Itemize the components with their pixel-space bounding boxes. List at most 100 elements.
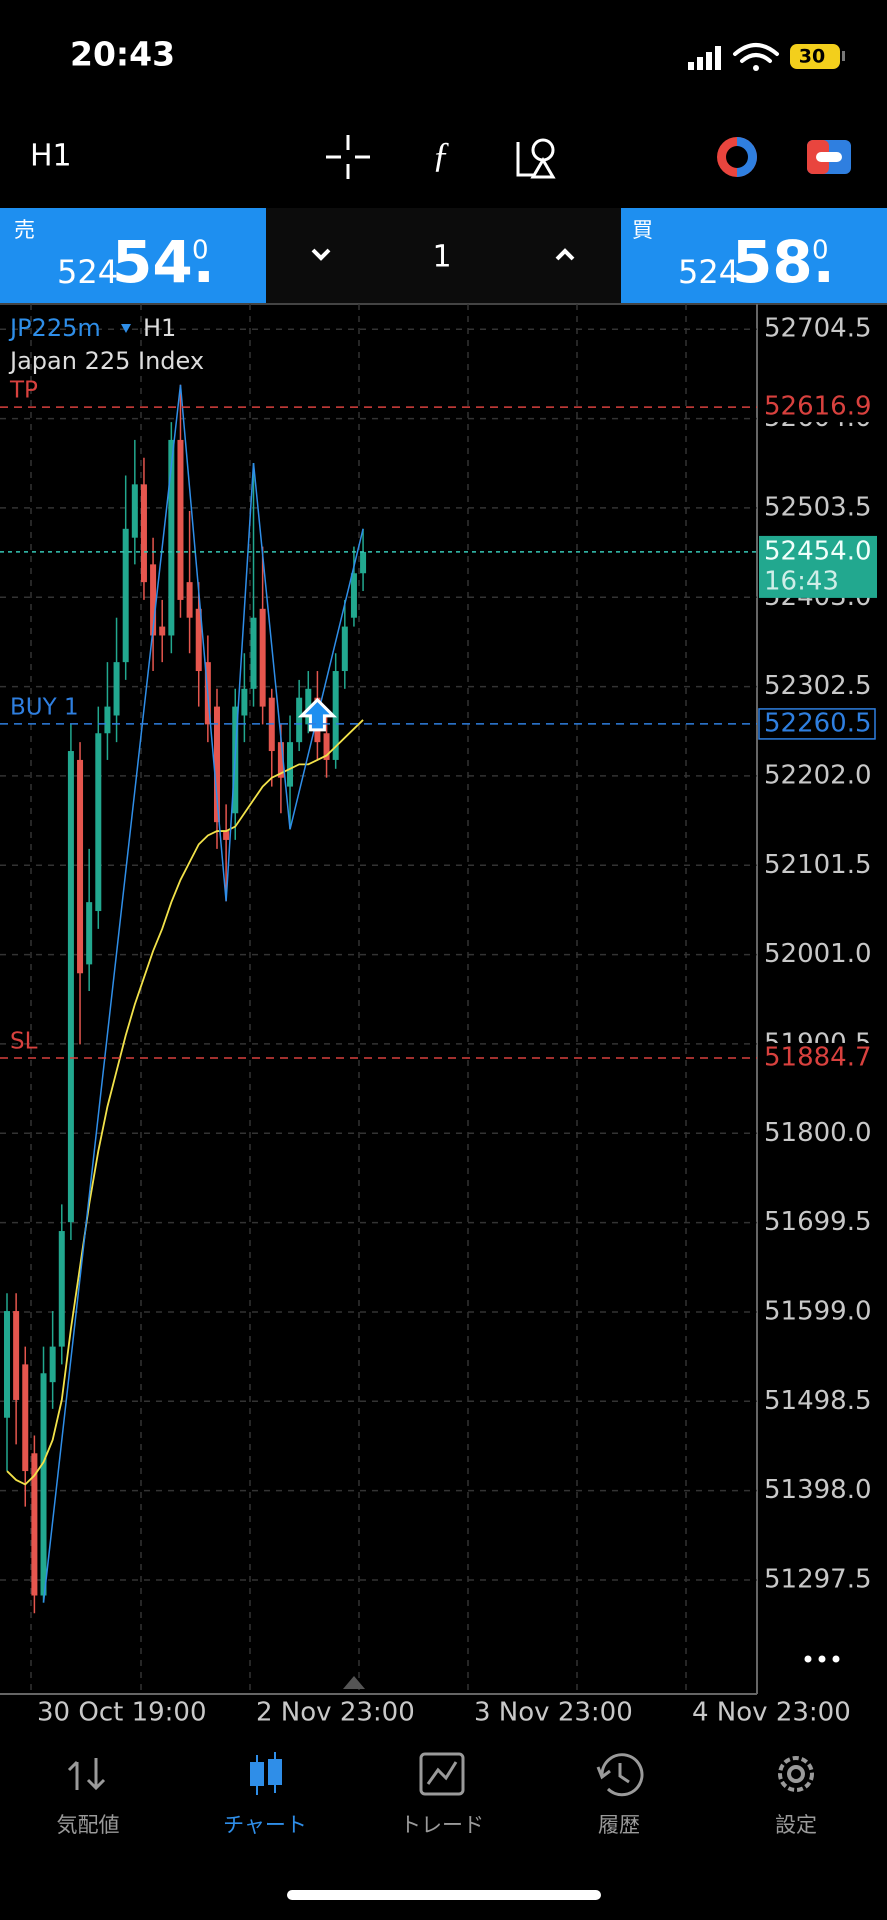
candle-body [305, 688, 312, 725]
tab-label[interactable]: 設定 [775, 1813, 817, 1837]
tab-bar: 気配値 チャート トレード 履歴 設定 [57, 1813, 818, 1837]
crosshair-button[interactable] [326, 135, 370, 179]
candle-body [341, 626, 348, 672]
candle-body [104, 706, 111, 734]
candle-body [250, 617, 257, 689]
buy-arrow [297, 697, 338, 732]
y-tick-label: 52101.5 [764, 850, 872, 880]
candle-body [49, 1346, 56, 1383]
buy-label: 買 [632, 218, 653, 242]
candle-body [350, 573, 357, 618]
y-tick-label: 51800.0 [764, 1118, 872, 1148]
sell-price-sup: 0 [192, 236, 209, 266]
candle-body [13, 1311, 20, 1400]
candle-body [186, 582, 193, 618]
level-name: TP [9, 378, 38, 404]
candle-body [67, 751, 74, 1223]
buy-price-sup: 0 [812, 236, 829, 266]
volume-value[interactable]: 1 [432, 240, 451, 275]
candle-body [332, 671, 339, 760]
y-tick-label: 51297.5 [764, 1564, 872, 1594]
y-tick-label: 52202.0 [764, 760, 872, 790]
trade-icon [419, 1752, 465, 1796]
candle-body [150, 564, 157, 636]
candle-body [40, 1373, 47, 1596]
settings-icon [778, 1756, 814, 1792]
wifi-icon [733, 43, 779, 71]
candle-body [77, 759, 84, 974]
y-tick-label: 51699.5 [764, 1207, 872, 1237]
sell-label: 売 [14, 218, 35, 242]
level-price: 51884.7 [764, 1042, 872, 1072]
objects-button[interactable] [516, 138, 556, 179]
level-label-box [758, 708, 876, 740]
history-icon [596, 1753, 644, 1797]
candle-body [223, 831, 230, 840]
candle-body [22, 1364, 29, 1472]
battery-level: 30 [799, 46, 825, 68]
sell-panel[interactable] [0, 208, 266, 303]
battery-tip [842, 51, 845, 61]
more-button[interactable] [804, 1655, 840, 1663]
level-price: 52260.5 [764, 708, 872, 738]
level-price: 52616.9 [764, 392, 872, 422]
candle-body [159, 626, 166, 636]
tab-label[interactable]: トレード [400, 1813, 484, 1837]
tab-label[interactable]: 履歴 [598, 1813, 640, 1837]
countdown-label: 16:43 [764, 566, 839, 596]
candle-body [213, 706, 220, 823]
moving-average-line [6, 719, 364, 1486]
candle-body [360, 551, 367, 574]
candle-body [31, 1453, 38, 1596]
level-label-box [759, 392, 875, 423]
y-tick-label: 51599.0 [764, 1296, 872, 1326]
buy-price-big: 58. [732, 228, 835, 296]
volume-up[interactable] [555, 248, 575, 261]
level-name: SL [10, 1028, 38, 1054]
y-tick-label: 51498.5 [764, 1386, 872, 1416]
symbol-description: Japan 225 Index [8, 347, 204, 375]
y-tick-label: 52704.5 [764, 314, 872, 344]
level-name: BUY 1 [10, 694, 79, 720]
zigzag-line [42, 384, 364, 1603]
candle-body [113, 662, 120, 716]
y-tick-label: 52503.5 [764, 492, 872, 522]
home-indicator [287, 1890, 601, 1900]
candle-body [296, 697, 303, 743]
volume-down[interactable] [311, 248, 331, 261]
trade-button[interactable] [807, 140, 851, 174]
x-tick-label: 4 Nov 23:00 [692, 1698, 851, 1728]
sell-price-big: 54. [112, 228, 215, 296]
account-button[interactable] [717, 137, 757, 177]
candle-body [122, 528, 129, 663]
candle-body [4, 1311, 10, 1418]
chart-timeframe: H1 [143, 314, 176, 342]
tab-label[interactable]: チャート [223, 1813, 307, 1837]
candle-body [95, 733, 102, 912]
symbol-name[interactable]: JP225m [8, 314, 101, 342]
y-tick-label: 52001.0 [764, 939, 872, 969]
chart-icon [250, 1752, 282, 1795]
buy-panel[interactable] [621, 208, 887, 303]
candle-body [131, 484, 138, 538]
candle-body [168, 439, 175, 636]
x-tick-label: 30 Oct 19:00 [37, 1698, 207, 1728]
sell-price-small: 524 [57, 253, 118, 291]
symbol-dropdown[interactable] [121, 324, 131, 333]
level-label-box [759, 1042, 875, 1073]
current-price-label: 52454.0 [764, 536, 872, 566]
candle-body [277, 742, 284, 778]
signal-icon [688, 46, 721, 70]
quotes-icon [67, 1758, 106, 1791]
y-tick-label: 52302.5 [764, 671, 872, 701]
candle-body [259, 608, 266, 707]
scroll-marker [343, 1676, 365, 1689]
indicators-button[interactable]: ƒ [432, 134, 450, 174]
status-time: 20:43 [70, 35, 175, 74]
chart: 52704.552604.052503.552403.052302.552202… [0, 304, 877, 1728]
candle-body [177, 439, 184, 600]
tab-label[interactable]: 気配値 [57, 1813, 120, 1837]
timeframe-button[interactable]: H1 [30, 139, 72, 174]
